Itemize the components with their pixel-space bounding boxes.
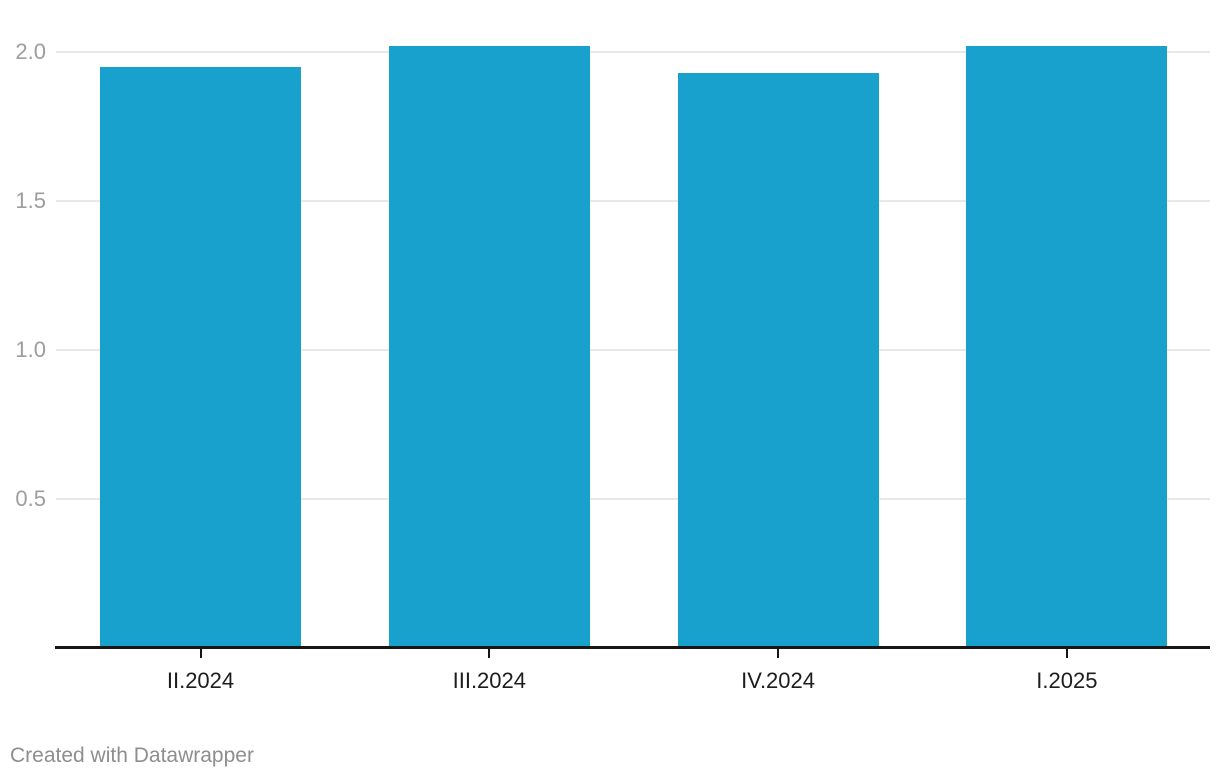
x-tick (199, 649, 202, 658)
x-axis-label: I.2025 (1036, 668, 1098, 693)
y-gridline (56, 349, 1210, 352)
x-axis-label: III.2024 (452, 668, 526, 693)
x-axis-line (55, 646, 1210, 649)
datawrapper-attribution-link[interactable]: Created with Datawrapper (10, 744, 254, 767)
x-axis-label: IV.2024 (741, 668, 816, 693)
x-tick (777, 649, 780, 658)
bar-II.2024[interactable] (100, 67, 301, 646)
y-tick-label: 0.5 (15, 486, 46, 512)
y-tick-label: 2.0 (15, 39, 46, 65)
y-gridline (56, 498, 1210, 501)
bar-IV.2024[interactable] (677, 73, 879, 646)
x-tick (488, 649, 491, 658)
y-gridline (56, 200, 1210, 203)
bar-I.2025[interactable] (966, 46, 1168, 646)
x-tick (1065, 649, 1068, 658)
y-tick-label: 1.0 (15, 337, 46, 363)
y-gridline (56, 51, 1210, 54)
bar-III.2024[interactable] (388, 46, 590, 646)
y-tick-label: 1.5 (15, 188, 46, 214)
x-axis-label: II.2024 (166, 668, 235, 693)
